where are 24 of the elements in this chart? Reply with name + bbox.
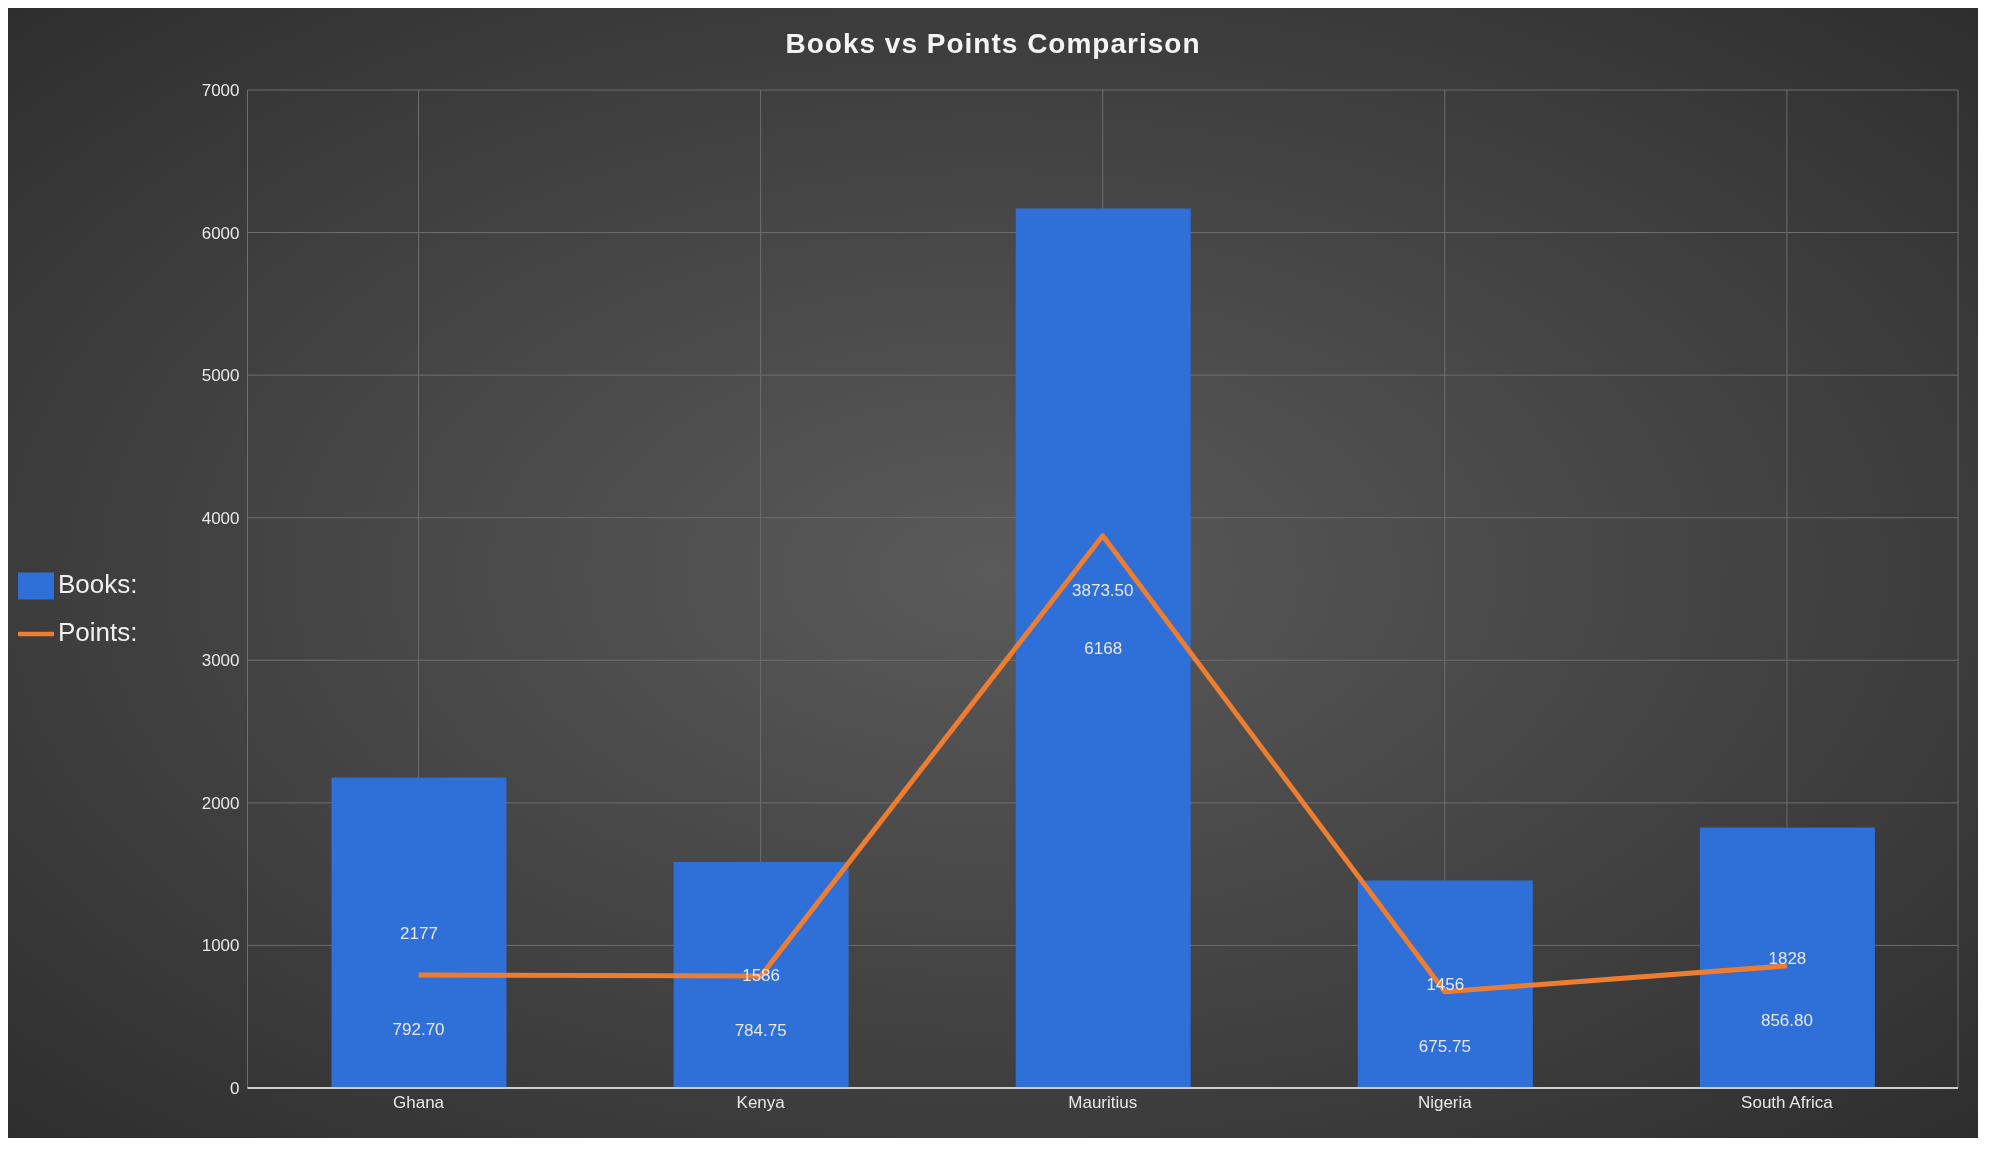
y-tick-label: 4000 bbox=[201, 508, 240, 528]
y-tick-label: 3000 bbox=[201, 651, 240, 671]
legend-label: Points: bbox=[58, 617, 138, 647]
y-tick-label: 6000 bbox=[201, 223, 240, 243]
data-label: 6168 bbox=[1084, 639, 1123, 659]
x-tick-label: Nigeria bbox=[1417, 1093, 1473, 1113]
x-tick-label: Kenya bbox=[736, 1093, 786, 1113]
data-label: 1828 bbox=[1768, 948, 1807, 968]
data-label: 2177 bbox=[400, 923, 438, 943]
y-tick-label: 7000 bbox=[201, 81, 240, 101]
x-tick-label: South Africa bbox=[1741, 1093, 1834, 1113]
data-label: 675.75 bbox=[1418, 1036, 1471, 1056]
data-label: 784.75 bbox=[734, 1021, 787, 1041]
y-tick-label: 2000 bbox=[201, 793, 240, 813]
x-tick-label: Mauritius bbox=[1068, 1093, 1138, 1113]
legend-label: Books: bbox=[58, 569, 138, 599]
data-label: 792.70 bbox=[392, 1019, 445, 1039]
y-tick-label: 5000 bbox=[201, 366, 240, 386]
data-label: 856.80 bbox=[1760, 1010, 1813, 1030]
chart-title: Books vs Points Comparison bbox=[784, 27, 1202, 61]
y-tick-label: 1000 bbox=[201, 936, 240, 956]
y-tick-label: 0 bbox=[230, 1079, 240, 1099]
data-label: 3873.50 bbox=[1072, 580, 1134, 600]
x-tick-label: Ghana bbox=[393, 1093, 445, 1113]
